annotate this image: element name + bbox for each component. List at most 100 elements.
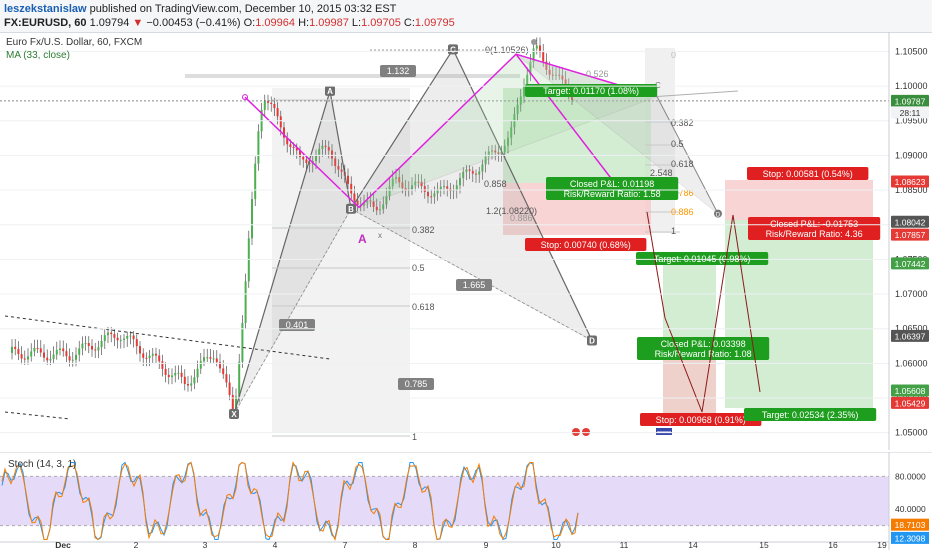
trade-box-label: Target: 0.02534 (2.35%) — [762, 410, 859, 420]
candle-body — [101, 341, 103, 347]
candle-body — [238, 362, 240, 397]
candle-body — [267, 101, 269, 102]
candle-body — [302, 157, 304, 160]
close-value: 1.09795 — [415, 17, 455, 29]
candle-body — [168, 375, 170, 377]
trade-box-label: Risk/Reward Ratio: 4.36 — [766, 229, 863, 239]
candle-body — [65, 351, 67, 356]
legend-ma[interactable]: MA (33, close) — [6, 49, 142, 62]
x-tick-label: 10 — [551, 540, 561, 550]
candle-body — [75, 355, 77, 360]
candle-body — [53, 355, 55, 360]
symbol-name: FX:EURUSD, 60 — [4, 17, 87, 29]
stop-zone-3 — [725, 180, 873, 220]
candle-body — [49, 359, 51, 360]
candle-body — [155, 354, 157, 356]
change-down-icon: ▼ — [132, 17, 143, 29]
last-price: 1.09794 — [90, 17, 130, 29]
candle-body — [37, 348, 39, 349]
candle-body — [222, 368, 224, 374]
target-zone-3 — [725, 220, 873, 408]
event-flag-icon — [572, 428, 580, 436]
ratio-text: 0.886 — [671, 207, 694, 217]
candle-body — [113, 334, 115, 338]
candle-body — [257, 131, 259, 163]
x-tick-label: 19 — [877, 540, 887, 550]
candle-body — [350, 184, 352, 194]
candle-body — [43, 353, 45, 358]
y-tick-label: 1.06000 — [895, 358, 928, 368]
candle-body — [203, 357, 205, 361]
price-tag: 1.05429 — [895, 398, 926, 408]
candle-body — [97, 347, 99, 350]
candle-body — [190, 383, 192, 385]
candle-body — [24, 359, 26, 360]
stochastic-chart[interactable]: 80.0000 40.0000 18.7103 12.3098 Dec 2 3 4 7 8 9 10 1… — [0, 452, 932, 550]
price-tag: 1.08042 — [895, 217, 926, 227]
candle-body — [72, 360, 74, 361]
candle-body — [209, 357, 211, 359]
candle-body — [117, 338, 119, 340]
candle-body — [33, 348, 35, 351]
candle-body — [56, 350, 58, 355]
ratio-text: 0.5 — [412, 263, 425, 273]
candle-body — [69, 356, 71, 360]
y-tick-label: 1.10500 — [895, 46, 928, 56]
symbol-line: FX:EURUSD, 60 1.09794 ▼ −0.00453 (−0.41%… — [4, 17, 455, 29]
point-label: A — [327, 87, 333, 96]
stoch-value-label: 12.3098 — [895, 533, 926, 543]
legend-title[interactable]: Euro Fx/U.S. Dollar, 60, FXCM — [6, 36, 142, 49]
high-value: 1.09987 — [309, 17, 349, 29]
candle-body — [133, 336, 135, 340]
pattern2-label-a: A — [358, 232, 367, 246]
candle-body — [14, 347, 16, 349]
candle-body — [193, 377, 195, 383]
candle-body — [177, 373, 179, 374]
candle-body — [152, 354, 154, 356]
y-tick-label: 1.05000 — [895, 428, 928, 438]
trade-box-label: Closed P&L: -0.01753 — [770, 219, 858, 229]
low-value: 1.09705 — [361, 17, 401, 29]
candle-body — [30, 351, 32, 356]
price-tag: 1.05608 — [895, 386, 926, 396]
candle-body — [107, 333, 109, 336]
ratio-text: 0.858 — [484, 179, 507, 189]
candle-body — [289, 144, 291, 147]
ratio-text: 1 — [412, 432, 417, 442]
candle-body — [229, 382, 231, 395]
candle-body — [273, 104, 275, 108]
ratio-pill: 0.785 — [405, 379, 428, 389]
candle-body — [27, 356, 29, 359]
price-tag: 1.07442 — [895, 259, 926, 269]
candle-body — [277, 108, 279, 116]
trade-box-label: Stop: 0.00740 (0.68%) — [541, 240, 631, 250]
price-chart[interactable]: XABCDABCDX1.1320.4011.6650.7850(1.10526)… — [0, 32, 932, 450]
candle-body — [353, 193, 355, 200]
candle-body — [305, 159, 307, 163]
candle-body — [171, 375, 173, 377]
trend-line-lower — [5, 412, 70, 419]
candle-body — [120, 340, 122, 341]
candle-body — [165, 369, 167, 375]
candle-body — [94, 349, 96, 350]
candle-body — [145, 358, 147, 359]
candle-body — [46, 358, 48, 361]
candle-body — [85, 343, 87, 344]
author-link[interactable]: leszekstanislaw — [4, 3, 87, 15]
y-tick-label: 1.09000 — [895, 150, 928, 160]
x-tick-label: 4 — [273, 540, 278, 550]
candle-body — [181, 373, 183, 377]
x-tick-label: 3 — [203, 540, 208, 550]
ratio-pill: 1.132 — [387, 66, 410, 76]
candle-body — [206, 357, 208, 358]
candle-body — [158, 356, 160, 362]
y-tick-label: 1.07000 — [895, 289, 928, 299]
stoch-legend[interactable]: Stoch (14, 3, 1) — [8, 459, 76, 470]
chart-legend: Euro Fx/U.S. Dollar, 60, FXCM MA (33, cl… — [6, 36, 142, 62]
candle-body — [129, 336, 131, 337]
candle-body — [149, 356, 151, 358]
candle-body — [245, 281, 247, 323]
candle-body — [104, 335, 106, 341]
candle-body — [91, 346, 93, 350]
ratio-pill: 1.665 — [463, 280, 486, 290]
